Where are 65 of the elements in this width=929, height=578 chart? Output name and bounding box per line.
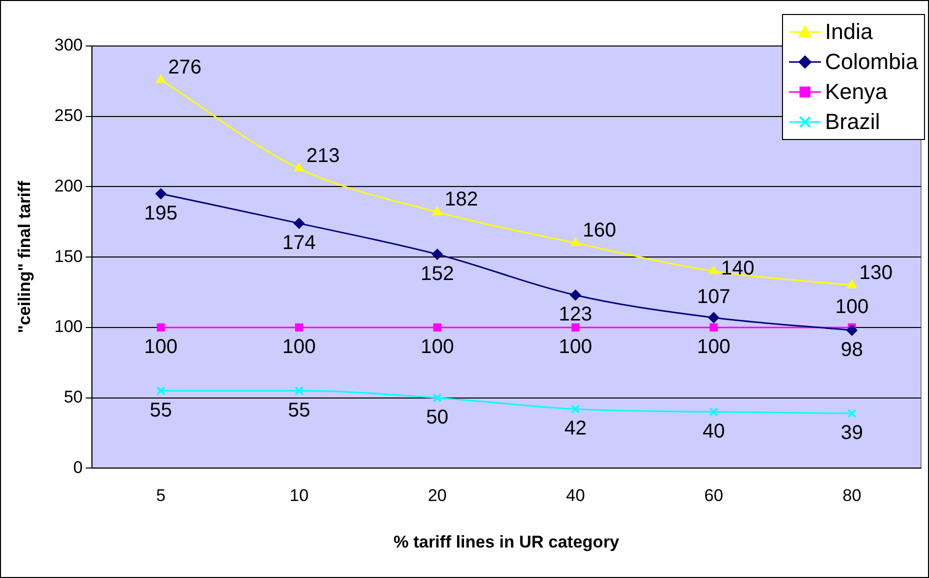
- data-label: 100: [835, 296, 869, 318]
- point: [156, 323, 165, 332]
- data-label: 98: [840, 338, 864, 361]
- x-tick-label: 40: [566, 486, 585, 506]
- data-label: 40: [702, 420, 725, 442]
- point: [432, 248, 443, 260]
- point: [294, 162, 304, 172]
- y-tick-label: 300: [54, 36, 83, 55]
- legend-label: Colombia: [825, 48, 918, 76]
- y-tick-label: 50: [64, 388, 83, 407]
- data-label: 276: [168, 56, 202, 78]
- point: [708, 266, 719, 274]
- data-label: 42: [564, 418, 587, 440]
- data-label: 123: [558, 304, 592, 326]
- x-tick-label: 10: [290, 486, 309, 506]
- data-label: 107: [697, 286, 730, 308]
- point: [155, 188, 166, 200]
- data-label: 50: [426, 406, 448, 428]
- data-label: 100: [144, 336, 178, 358]
- point: [432, 393, 442, 402]
- point: [709, 407, 718, 416]
- y-tick-label: 250: [54, 106, 83, 126]
- x-tick-label: 60: [704, 486, 724, 506]
- y-axis-title: "ceiling" final tariff: [14, 180, 34, 334]
- point: [571, 323, 580, 332]
- data-label: 213: [306, 144, 340, 167]
- legend-label: India: [825, 18, 873, 46]
- data-label: 174: [282, 232, 316, 254]
- point: [570, 238, 580, 246]
- point: [570, 404, 580, 414]
- point: [708, 312, 720, 324]
- x-tick-label: 20: [428, 486, 447, 506]
- point: [294, 386, 304, 396]
- x-tick-label: 5: [156, 486, 166, 506]
- data-label: 195: [144, 202, 178, 224]
- data-label: 160: [582, 220, 616, 242]
- data-label: 100: [697, 336, 730, 358]
- point: [294, 218, 305, 229]
- legend-label: Brazil: [825, 108, 880, 136]
- point: [570, 290, 581, 301]
- data-label: 39: [840, 422, 864, 444]
- point: [846, 324, 858, 336]
- data-label: 55: [150, 399, 172, 422]
- point: [156, 74, 166, 83]
- point: [432, 206, 442, 216]
- point: [710, 323, 718, 332]
- point: [295, 323, 304, 332]
- data-label: 100: [558, 336, 592, 358]
- y-tick-label: 200: [54, 176, 83, 196]
- point: [847, 280, 857, 288]
- data-label: 100: [420, 336, 454, 358]
- point: [847, 408, 856, 418]
- y-tick-label: 100: [54, 317, 83, 336]
- data-label: 182: [444, 188, 478, 211]
- legend-label: Kenya: [825, 78, 888, 106]
- x-tick-label: 80: [842, 486, 862, 506]
- data-label: 130: [859, 262, 893, 284]
- y-tick-label: 150: [54, 246, 83, 266]
- x-axis-title: % tariff lines in UR category: [393, 532, 620, 552]
- data-label: 55: [288, 399, 310, 422]
- y-tick-label: 0: [73, 458, 83, 477]
- data-label: 100: [282, 336, 316, 358]
- data-label: 152: [420, 262, 454, 285]
- point: [156, 386, 166, 396]
- point: [433, 323, 442, 332]
